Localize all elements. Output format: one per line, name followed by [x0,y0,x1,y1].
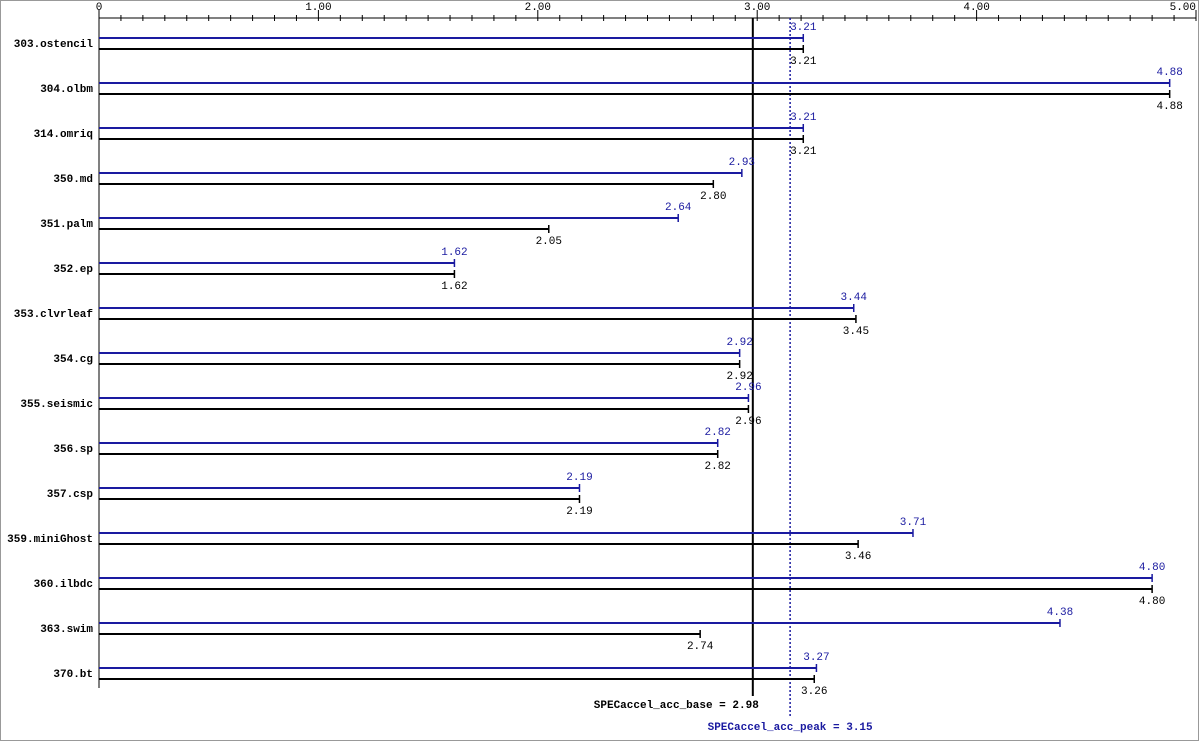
value-label: 2.64 [665,202,692,214]
value-label: 3.21 [790,112,817,124]
value-label: 2.92 [726,337,752,349]
category-label: 350.md [53,174,93,186]
x-tick-label: 3.00 [744,2,770,14]
value-label: 2.93 [729,157,755,169]
reference-label: SPECaccel_acc_peak = 3.15 [708,722,873,734]
x-tick-label: 5.00 [1170,2,1196,14]
value-label: 4.88 [1156,101,1182,113]
category-label: 357.csp [47,489,94,501]
value-label: 3.21 [790,146,817,158]
category-label: 303.ostencil [14,39,94,51]
category-label: 304.olbm [40,84,93,96]
value-label: 2.92 [726,371,752,383]
value-label: 2.82 [705,461,731,473]
value-label: 4.88 [1156,67,1182,79]
value-label: 3.27 [803,652,829,664]
value-label: 2.82 [705,427,731,439]
value-label: 3.44 [841,292,868,304]
category-label: 314.omriq [34,129,93,141]
category-label: 355.seismic [20,399,93,411]
value-label: 1.62 [441,247,467,259]
value-label: 1.62 [441,281,467,293]
value-label: 2.05 [536,236,562,248]
value-label: 3.26 [801,686,827,698]
value-label: 2.19 [566,472,592,484]
x-tick-label: 1.00 [305,2,331,14]
value-label: 2.19 [566,506,592,518]
value-label: 3.46 [845,551,871,563]
x-tick-label: 4.00 [963,2,989,14]
value-label: 2.96 [735,382,761,394]
value-label: 2.74 [687,641,714,653]
value-label: 4.80 [1139,562,1165,574]
value-label: 2.80 [700,191,726,203]
value-label: 2.96 [735,416,761,428]
category-label: 351.palm [40,219,93,231]
category-label: 352.ep [53,264,93,276]
value-label: 3.71 [900,517,927,529]
value-label: 4.38 [1047,607,1073,619]
value-label: 4.80 [1139,596,1165,608]
value-label: 3.45 [843,326,869,338]
x-tick-label: 0 [96,2,103,14]
x-tick-label: 2.00 [525,2,551,14]
category-label: 370.bt [53,669,93,681]
category-label: 363.swim [40,624,93,636]
category-label: 360.ilbdc [34,579,93,591]
category-label: 359.miniGhost [7,534,93,546]
category-label: 354.cg [53,354,93,366]
reference-label: SPECaccel_acc_base = 2.98 [594,700,759,712]
value-label: 3.21 [790,22,817,34]
value-label: 3.21 [790,56,817,68]
category-label: 353.clvrleaf [14,309,94,321]
category-label: 356.sp [53,444,93,456]
